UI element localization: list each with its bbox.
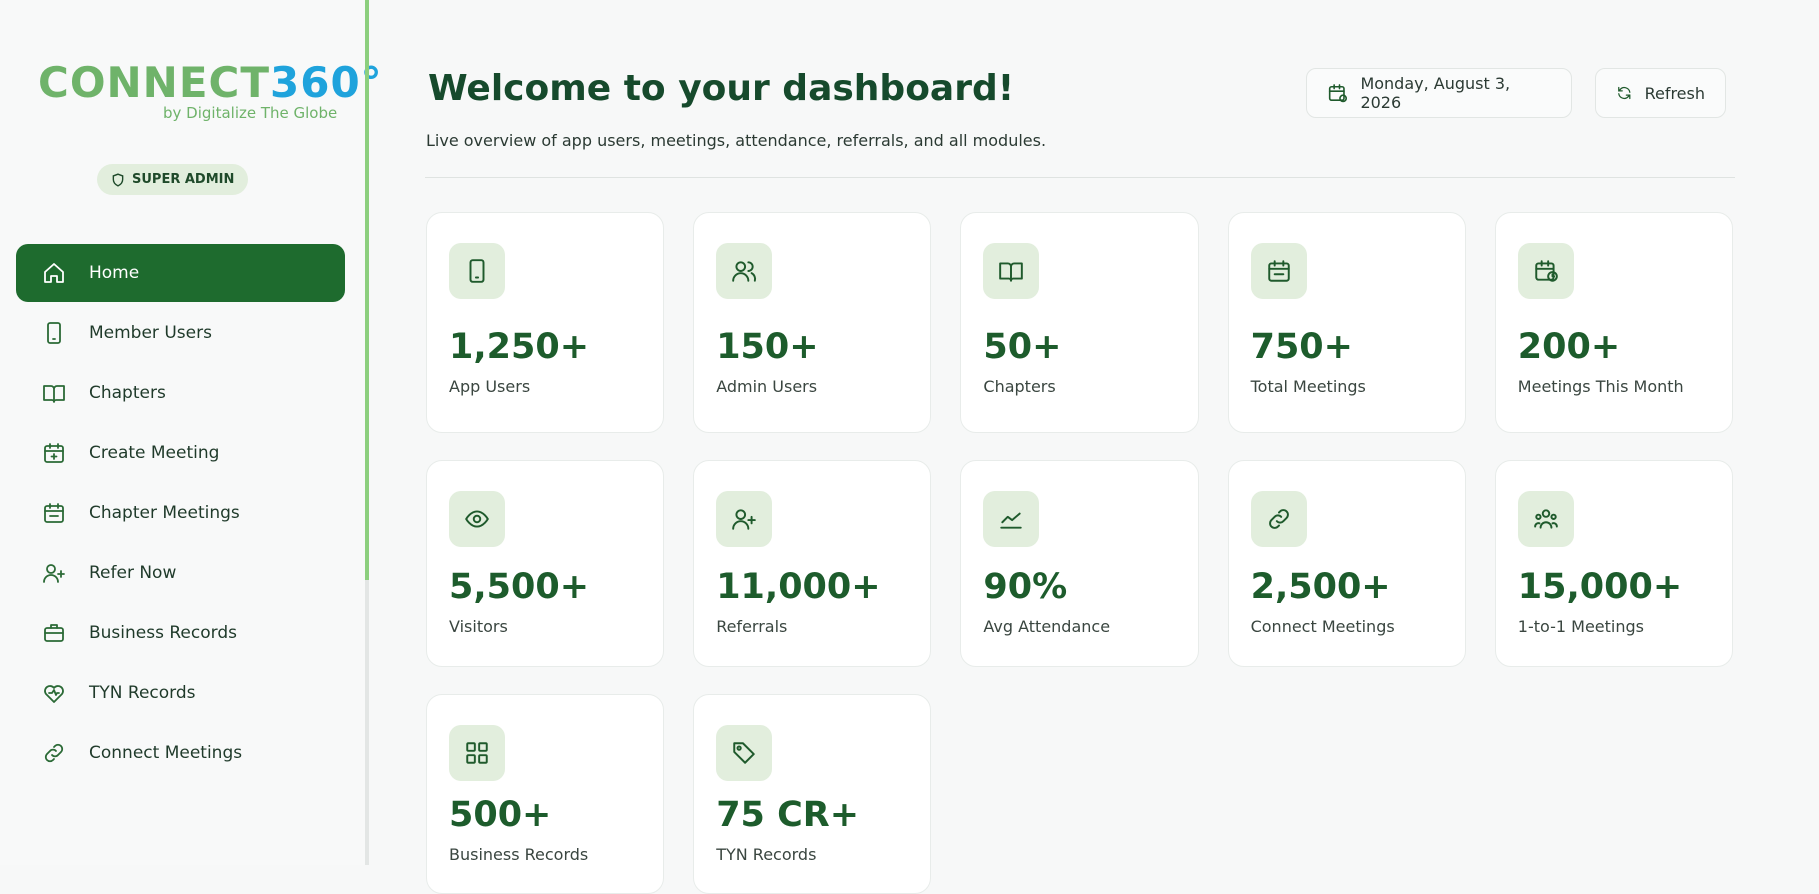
stat-value: 500+ xyxy=(449,795,552,835)
refresh-button[interactable]: Refresh xyxy=(1595,68,1726,118)
stat-icon xyxy=(1517,491,1574,547)
stat-value: 200+ xyxy=(1517,327,1621,367)
nav-icon xyxy=(43,385,65,403)
tagline: by Digitalize The Globe xyxy=(163,104,338,122)
nav-icon xyxy=(44,624,64,642)
stat-card: 200+ Meetings This Month xyxy=(1494,212,1733,433)
stat-icon xyxy=(1517,243,1574,299)
stat-value: 2,500+ xyxy=(1250,567,1391,607)
stat-label: 1-to-1 Meetings xyxy=(1517,617,1644,636)
stat-icon xyxy=(983,243,1040,299)
nav-item[interactable]: Refer Now xyxy=(16,544,345,602)
stat-card: 750+ Total Meetings xyxy=(1227,212,1466,433)
stat-card: 150+ Admin Users xyxy=(693,212,932,433)
stat-label: App Users xyxy=(449,377,531,396)
nav-label[interactable]: Connect Meetings xyxy=(89,743,243,763)
stat-label: Avg Attendance xyxy=(983,617,1111,636)
stat-value: 150+ xyxy=(716,327,819,367)
stat-icon xyxy=(449,725,505,781)
nav-label[interactable]: TYN Records xyxy=(89,683,196,703)
stat-value: 11,000+ xyxy=(716,567,881,607)
stat-icon xyxy=(983,491,1040,547)
nav-label[interactable]: Business Records xyxy=(89,623,237,643)
nav-item[interactable]: Business Records xyxy=(16,604,345,662)
stat-value: 90% xyxy=(983,567,1068,607)
page-title: Welcome to your dashboard! xyxy=(428,68,1015,109)
brand: CONNECT xyxy=(38,58,270,107)
stat-icon xyxy=(449,491,505,547)
stat-icon xyxy=(716,725,773,781)
stat-label: TYN Records xyxy=(716,845,817,864)
stat-card: 50+ Chapters xyxy=(960,212,1199,433)
stat-label: Total Meetings xyxy=(1250,377,1366,396)
nav-icon xyxy=(44,685,64,703)
nav-item[interactable]: Chapters xyxy=(16,364,345,422)
logo: CONNECT360° xyxy=(38,58,383,107)
stat-card: 5,500+ Visitors xyxy=(426,460,665,667)
nav-label[interactable]: Member Users xyxy=(89,323,212,343)
badge-text: SUPER ADMIN xyxy=(132,172,235,187)
stat-value: 15,000+ xyxy=(1517,567,1683,607)
refresh-text[interactable]: Refresh xyxy=(1644,83,1705,103)
stat-card: 11,000+ Referrals xyxy=(693,460,932,667)
brand-number: 360° xyxy=(270,58,383,107)
nav-icon xyxy=(44,503,64,523)
nav-item[interactable]: Create Meeting xyxy=(16,424,345,482)
nav: Home Member Users Chapters Create Meeting Ch… xyxy=(16,244,345,784)
stat-icon xyxy=(1250,491,1307,547)
stat-icon xyxy=(716,243,773,299)
nav-icon xyxy=(43,564,65,583)
stat-label: Chapters xyxy=(983,377,1056,396)
divider xyxy=(425,177,1735,178)
stat-label: Admin Users xyxy=(716,377,818,396)
stat-label: Referrals xyxy=(716,617,788,636)
sidebar: CONNECT360° by Digitalize The Globe SUPE… xyxy=(0,0,382,865)
stat-card: 2,500+ Connect Meetings xyxy=(1227,460,1466,667)
stat-card: 15,000+ 1-to-1 Meetings xyxy=(1494,460,1733,667)
nav-icon xyxy=(44,443,64,463)
stat-label: Visitors xyxy=(449,617,508,636)
stat-value: 50+ xyxy=(983,327,1062,367)
stat-card: 1,250+ App Users xyxy=(426,212,665,433)
stat-value: 1,250+ xyxy=(449,327,590,367)
stat-label: Meetings This Month xyxy=(1517,377,1684,396)
nav-item[interactable]: Connect Meetings xyxy=(16,724,345,782)
page: CONNECT360° by Digitalize The Globe SUPE… xyxy=(0,0,1735,894)
nav-label[interactable]: Chapters xyxy=(89,383,166,403)
stat-value: 750+ xyxy=(1250,327,1353,367)
page-subtitle: Live overview of app users, meetings, at… xyxy=(426,131,1047,150)
date-display: Monday, August 3, 2026 xyxy=(1306,68,1572,118)
stat-card: 500+ Business Records xyxy=(426,694,665,894)
stats-grid: 1,250+ App Users 150+ Admin Users 50+ Chapter… xyxy=(426,212,1733,894)
stat-label: Business Records xyxy=(449,845,589,864)
stat-icon xyxy=(716,491,773,547)
stat-label: Connect Meetings xyxy=(1250,617,1395,636)
role-badge: SUPER ADMIN xyxy=(97,164,249,195)
nav-icon xyxy=(47,322,61,344)
stat-value: 75 CR+ xyxy=(716,795,860,835)
stat-card: 75 CR+ TYN Records xyxy=(693,694,932,894)
nav-item[interactable]: Chapter Meetings xyxy=(16,484,345,542)
date-text: Monday, August 3, 2026 xyxy=(1360,74,1511,112)
nav-item[interactable]: TYN Records xyxy=(16,664,345,722)
stat-icon xyxy=(449,243,505,299)
stat-icon xyxy=(1250,243,1307,299)
nav-item[interactable]: Member Users xyxy=(16,304,345,362)
nav-label[interactable]: Refer Now xyxy=(89,563,177,583)
stat-card: 90% Avg Attendance xyxy=(960,460,1199,667)
nav-icon xyxy=(44,743,64,763)
nav-item[interactable]: Home xyxy=(16,244,345,302)
nav-icon xyxy=(44,263,64,283)
stat-value: 5,500+ xyxy=(449,567,590,607)
nav-label[interactable]: Home xyxy=(89,263,140,283)
nav-label[interactable]: Chapter Meetings xyxy=(89,503,240,523)
nav-label[interactable]: Create Meeting xyxy=(89,443,220,463)
